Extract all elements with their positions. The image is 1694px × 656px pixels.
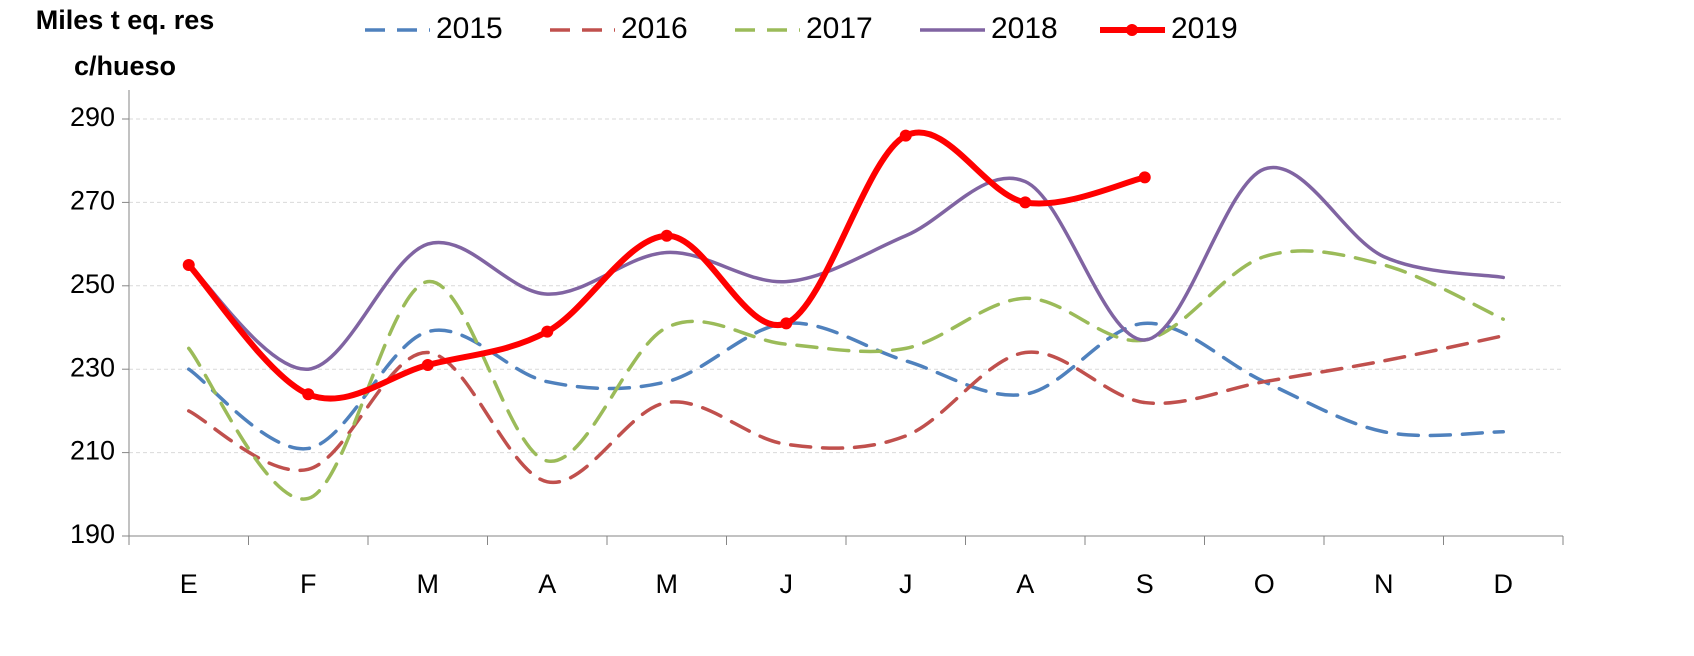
series-marker bbox=[302, 388, 315, 401]
y-tick-label: 190 bbox=[70, 519, 115, 549]
x-tick-label: N bbox=[1374, 569, 1394, 599]
series-marker bbox=[421, 359, 434, 372]
series-line bbox=[187, 321, 1505, 451]
series-line bbox=[185, 129, 1148, 402]
legend-label: 2016 bbox=[621, 12, 688, 45]
x-tick-label: E bbox=[180, 569, 198, 599]
x-tick-label: O bbox=[1254, 569, 1275, 599]
x-tick-label: A bbox=[538, 569, 556, 599]
x-tick-label: S bbox=[1136, 569, 1154, 599]
series-marker bbox=[1019, 196, 1032, 209]
y-tick-label: 250 bbox=[70, 269, 115, 299]
series-marker bbox=[541, 325, 554, 338]
y-tick-label: 270 bbox=[70, 186, 115, 216]
x-tick-label: J bbox=[780, 569, 794, 599]
x-tick-label: F bbox=[300, 569, 317, 599]
y-axis-label: c/hueso bbox=[74, 51, 176, 81]
x-tick-label: A bbox=[1016, 569, 1034, 599]
legend-label: 2017 bbox=[806, 12, 873, 45]
legend-marker bbox=[1126, 24, 1138, 36]
series-marker bbox=[899, 129, 912, 142]
x-tick-label: M bbox=[417, 569, 440, 599]
legend-label: 2019 bbox=[1171, 12, 1238, 45]
series-line bbox=[187, 165, 1505, 371]
y-tick-label: 210 bbox=[70, 436, 115, 466]
y-axis-label: Miles t eq. res bbox=[36, 5, 215, 35]
series-marker bbox=[182, 258, 195, 271]
series-line bbox=[187, 249, 1505, 501]
x-tick-label: D bbox=[1494, 569, 1514, 599]
series-marker bbox=[780, 317, 793, 330]
x-tick-label: J bbox=[899, 569, 913, 599]
series-line bbox=[187, 334, 1505, 485]
series-marker bbox=[1138, 171, 1151, 184]
legend-label: 2015 bbox=[436, 12, 503, 45]
y-tick-label: 230 bbox=[70, 352, 115, 382]
x-tick-label: M bbox=[656, 569, 679, 599]
legend-label: 2018 bbox=[991, 12, 1058, 45]
series-marker bbox=[660, 229, 673, 242]
y-tick-label: 290 bbox=[70, 102, 115, 132]
